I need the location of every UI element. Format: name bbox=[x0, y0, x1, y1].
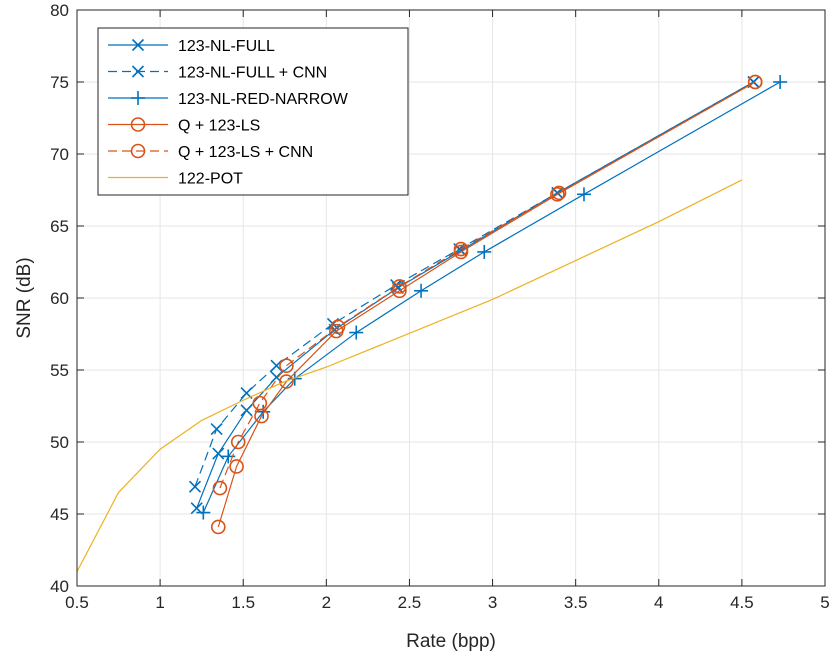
data-point bbox=[453, 241, 469, 257]
data-point bbox=[229, 459, 244, 474]
data-point bbox=[188, 480, 202, 493]
y-tick-label: 45 bbox=[50, 505, 69, 524]
x-tick-label: 4.5 bbox=[730, 593, 754, 612]
data-point bbox=[279, 358, 294, 373]
series-line bbox=[194, 81, 754, 487]
legend-swatch-marker bbox=[131, 38, 145, 52]
y-tick-label: 50 bbox=[50, 433, 69, 452]
x-tick-label: 5 bbox=[820, 593, 829, 612]
y-tick-label: 55 bbox=[50, 361, 69, 380]
data-point bbox=[330, 319, 346, 335]
legend-item: 122-POT bbox=[108, 171, 243, 188]
marker-x-stroke bbox=[188, 480, 202, 493]
x-tick-label: 1.5 bbox=[231, 593, 255, 612]
legend-label: 122-POT bbox=[178, 171, 243, 188]
y-tick-label: 40 bbox=[50, 577, 69, 596]
marker-x-stroke bbox=[210, 422, 223, 436]
x-tick-label: 3 bbox=[488, 593, 497, 612]
x-tick-label: 2.5 bbox=[398, 593, 422, 612]
y-tick-label: 70 bbox=[50, 145, 69, 164]
legend-swatch-marker bbox=[130, 143, 146, 159]
marker-x-stroke bbox=[131, 65, 145, 78]
x-tick-label: 4 bbox=[654, 593, 663, 612]
legend-swatch-marker bbox=[131, 65, 145, 78]
data-point bbox=[210, 519, 226, 535]
x-tick-label: 1 bbox=[155, 593, 164, 612]
legend-label: 123-NL-FULL bbox=[178, 38, 275, 55]
marker-x-stroke bbox=[190, 502, 203, 515]
y-tick-label: 80 bbox=[50, 1, 69, 20]
data-point bbox=[240, 404, 253, 417]
data-point bbox=[747, 74, 763, 90]
legend-item: Q + 123-LS bbox=[108, 117, 260, 135]
series-layer bbox=[76, 74, 788, 572]
data-point bbox=[212, 480, 228, 496]
x-tick-label: 2 bbox=[322, 593, 331, 612]
marker-x-stroke bbox=[240, 404, 253, 417]
data-point bbox=[252, 395, 268, 411]
legend: 123-NL-FULL 123-NL-FULL + CNN 123-NL-RED-N… bbox=[97, 27, 409, 196]
marker-x-stroke bbox=[131, 38, 145, 52]
data-point bbox=[210, 422, 223, 436]
y-tick-label: 60 bbox=[50, 289, 69, 308]
legend-item: 123-NL-FULL + CNN bbox=[108, 65, 327, 82]
x-axis-label: Rate (bpp) bbox=[406, 631, 496, 652]
data-point bbox=[477, 244, 492, 259]
data-point bbox=[414, 283, 429, 298]
data-point bbox=[279, 374, 294, 389]
data-point bbox=[230, 434, 246, 450]
series-line bbox=[217, 81, 756, 528]
data-point bbox=[392, 279, 407, 294]
data-point bbox=[576, 187, 591, 202]
legend-label: 123-NL-FULL + CNN bbox=[178, 65, 327, 82]
data-point bbox=[773, 75, 788, 89]
data-point bbox=[349, 325, 364, 340]
ticks: 0.5 1 1.5 2 2.5 3 3.5 4 4.5 5 40 45 50 55 60 65 70 75 80 bbox=[50, 1, 830, 612]
legend-swatch-marker bbox=[131, 91, 145, 105]
data-point bbox=[256, 404, 271, 419]
legend-box bbox=[97, 27, 409, 196]
data-point bbox=[196, 505, 211, 520]
x-tick-label: 0.5 bbox=[65, 593, 89, 612]
y-tick-label: 65 bbox=[50, 217, 69, 236]
legend-label: Q + 123-LS + CNN bbox=[178, 144, 313, 161]
marker-x-stroke bbox=[240, 386, 253, 400]
legend-item: 123-NL-FULL bbox=[108, 38, 275, 55]
legend-item: 123-NL-RED-NARROW bbox=[108, 91, 349, 108]
marker-x-stroke bbox=[212, 447, 225, 460]
data-point bbox=[550, 187, 565, 202]
series-line bbox=[219, 81, 756, 489]
data-point bbox=[551, 185, 567, 201]
series-line bbox=[76, 179, 743, 572]
legend-label: Q + 123-LS bbox=[178, 118, 260, 135]
series-5 bbox=[76, 179, 743, 572]
y-axis-label: SNR (dB) bbox=[14, 257, 35, 338]
legend-swatch-marker bbox=[130, 117, 146, 132]
series-4 bbox=[212, 74, 763, 496]
y-tick-label: 75 bbox=[50, 73, 69, 92]
x-tick-label: 3.5 bbox=[564, 593, 588, 612]
legend-label: 123-NL-RED-NARROW bbox=[178, 91, 349, 108]
legend-item: Q + 123-LS + CNN bbox=[108, 143, 313, 161]
